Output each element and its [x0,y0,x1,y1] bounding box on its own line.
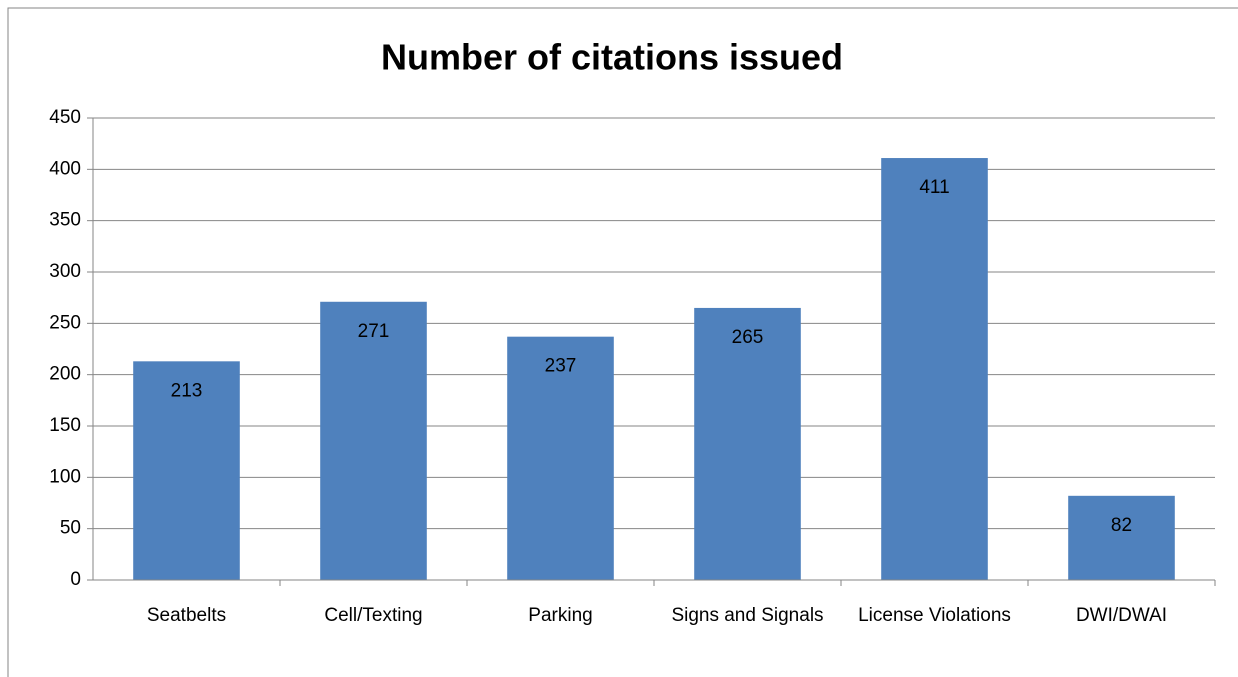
data-label: 82 [1111,515,1132,536]
y-tick-label: 250 [49,312,81,333]
x-tick-label: Parking [528,605,592,626]
bar [320,301,427,580]
bar [1068,495,1175,580]
y-tick-label: 350 [49,210,81,231]
bar [694,307,801,580]
data-label: 237 [545,356,577,377]
y-tick-label: 100 [49,466,81,487]
x-tick-label: Seatbelts [147,605,226,626]
data-label: 411 [919,177,949,198]
bar [133,361,240,580]
y-tick-label: 50 [60,518,81,539]
x-tick-label: Cell/Texting [324,605,422,626]
data-label: 213 [171,380,203,401]
y-tick-label: 450 [49,107,81,128]
y-tick-label: 200 [49,364,81,385]
y-tick-label: 150 [49,415,81,436]
x-tick-label: Signs and Signals [671,605,823,626]
bar [881,158,988,581]
x-tick-label: DWI/DWAI [1076,605,1167,626]
chart-title: Number of citations issued [381,37,843,78]
data-label: 271 [358,321,390,342]
y-tick-label: 0 [70,569,81,590]
y-tick-label: 300 [49,261,81,282]
x-tick-label: License Violations [858,605,1011,626]
chart-border [7,7,1238,677]
bar [507,336,614,580]
data-label: 265 [732,327,764,348]
y-tick-label: 400 [49,158,81,179]
